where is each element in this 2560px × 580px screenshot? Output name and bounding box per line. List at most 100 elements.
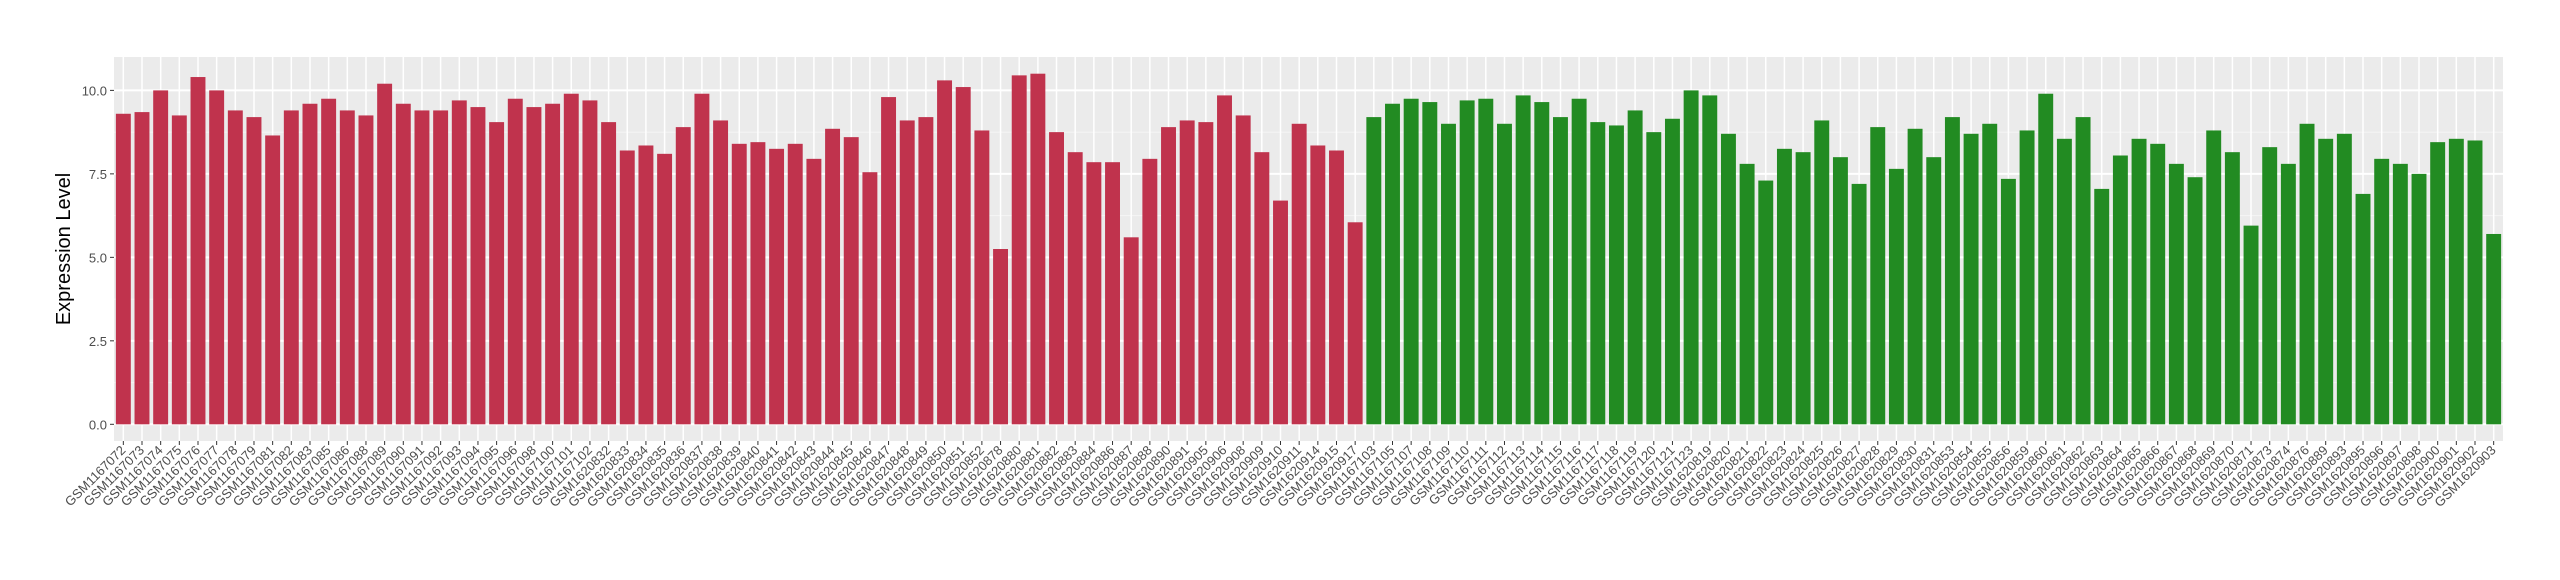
bar bbox=[1366, 117, 1382, 425]
bar bbox=[2336, 133, 2352, 425]
y-tick-label: 7.5 bbox=[89, 167, 107, 182]
bar bbox=[209, 90, 225, 425]
bar bbox=[1627, 110, 1643, 425]
bar bbox=[1795, 152, 1811, 425]
bar bbox=[1907, 128, 1923, 425]
bar bbox=[1347, 222, 1363, 425]
bar bbox=[358, 115, 374, 425]
bar bbox=[1664, 118, 1680, 425]
bar bbox=[1273, 200, 1288, 425]
bar bbox=[2131, 138, 2147, 425]
bar bbox=[2075, 117, 2091, 425]
bar bbox=[1702, 95, 1718, 425]
bar bbox=[1814, 120, 1830, 425]
bar bbox=[2150, 143, 2166, 425]
bar bbox=[713, 120, 729, 425]
bar bbox=[1963, 133, 1979, 425]
bar bbox=[1720, 133, 1736, 425]
bar bbox=[1422, 102, 1438, 425]
y-tick-label: 10.0 bbox=[82, 83, 107, 98]
bar bbox=[2448, 138, 2464, 425]
bar bbox=[694, 93, 710, 425]
bar bbox=[1161, 127, 1176, 425]
bar bbox=[339, 110, 355, 425]
bar bbox=[1683, 90, 1699, 425]
bar bbox=[1030, 73, 1046, 425]
y-tick-label: 0.0 bbox=[89, 417, 107, 432]
bar bbox=[2486, 233, 2502, 425]
bar bbox=[1739, 163, 1755, 425]
bar bbox=[115, 113, 131, 425]
bar bbox=[1086, 162, 1102, 425]
bar bbox=[1123, 237, 1139, 425]
bar bbox=[2280, 163, 2296, 425]
bar bbox=[955, 87, 971, 425]
bar bbox=[2262, 147, 2278, 425]
bar bbox=[2467, 140, 2483, 425]
bar bbox=[265, 135, 281, 425]
bar bbox=[1049, 132, 1065, 425]
bar bbox=[1011, 75, 1027, 425]
bar bbox=[1497, 123, 1512, 425]
bar bbox=[2411, 173, 2427, 425]
bar bbox=[1310, 145, 1326, 425]
bar bbox=[1926, 157, 1942, 425]
bar bbox=[227, 110, 243, 425]
bar bbox=[974, 130, 990, 425]
bar bbox=[2206, 130, 2222, 425]
bar bbox=[1832, 157, 1848, 425]
bar bbox=[601, 122, 617, 425]
bar bbox=[2430, 142, 2446, 425]
bar bbox=[862, 172, 878, 425]
bar bbox=[1441, 123, 1456, 425]
bar bbox=[825, 128, 841, 425]
bar bbox=[2112, 155, 2128, 425]
bar bbox=[1590, 122, 1606, 425]
bar bbox=[321, 98, 337, 425]
bar bbox=[2299, 123, 2315, 425]
bar bbox=[2187, 177, 2203, 425]
bar bbox=[993, 249, 1009, 425]
bar bbox=[1608, 125, 1624, 425]
bar bbox=[619, 150, 635, 425]
bar bbox=[283, 110, 299, 425]
bar bbox=[843, 137, 859, 425]
bar bbox=[190, 77, 206, 425]
bar bbox=[731, 143, 747, 425]
bar bbox=[545, 103, 561, 425]
bar bbox=[2038, 93, 2054, 425]
bar bbox=[1944, 117, 1960, 425]
bar bbox=[657, 153, 673, 425]
bar bbox=[470, 107, 486, 425]
bar bbox=[582, 100, 598, 425]
bar bbox=[2224, 152, 2240, 425]
bar bbox=[1851, 183, 1867, 425]
bar bbox=[1291, 123, 1307, 425]
y-axis-title: Expression Level bbox=[53, 173, 75, 325]
y-tick-label: 2.5 bbox=[89, 334, 107, 349]
y-tick-label: 5.0 bbox=[89, 250, 107, 265]
bar bbox=[414, 110, 430, 425]
bar bbox=[377, 83, 393, 425]
bar bbox=[1329, 150, 1344, 425]
bar bbox=[806, 158, 822, 425]
bar bbox=[1217, 95, 1232, 425]
bar bbox=[1385, 103, 1400, 425]
bar bbox=[433, 110, 449, 425]
bar bbox=[1870, 127, 1886, 425]
bar bbox=[1571, 98, 1587, 425]
bar bbox=[937, 80, 953, 425]
bar bbox=[1888, 168, 1904, 425]
bar bbox=[451, 100, 467, 425]
bar bbox=[787, 143, 803, 425]
bar bbox=[1478, 98, 1494, 425]
bar bbox=[2374, 158, 2390, 425]
bar bbox=[2355, 193, 2371, 425]
bar bbox=[1235, 115, 1251, 425]
bar bbox=[507, 98, 523, 425]
bar bbox=[2168, 163, 2184, 425]
bar bbox=[1254, 152, 1270, 425]
bar bbox=[638, 145, 654, 425]
